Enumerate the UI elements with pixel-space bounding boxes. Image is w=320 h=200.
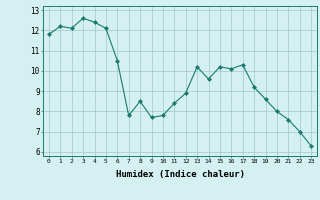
X-axis label: Humidex (Indice chaleur): Humidex (Indice chaleur) <box>116 170 244 179</box>
